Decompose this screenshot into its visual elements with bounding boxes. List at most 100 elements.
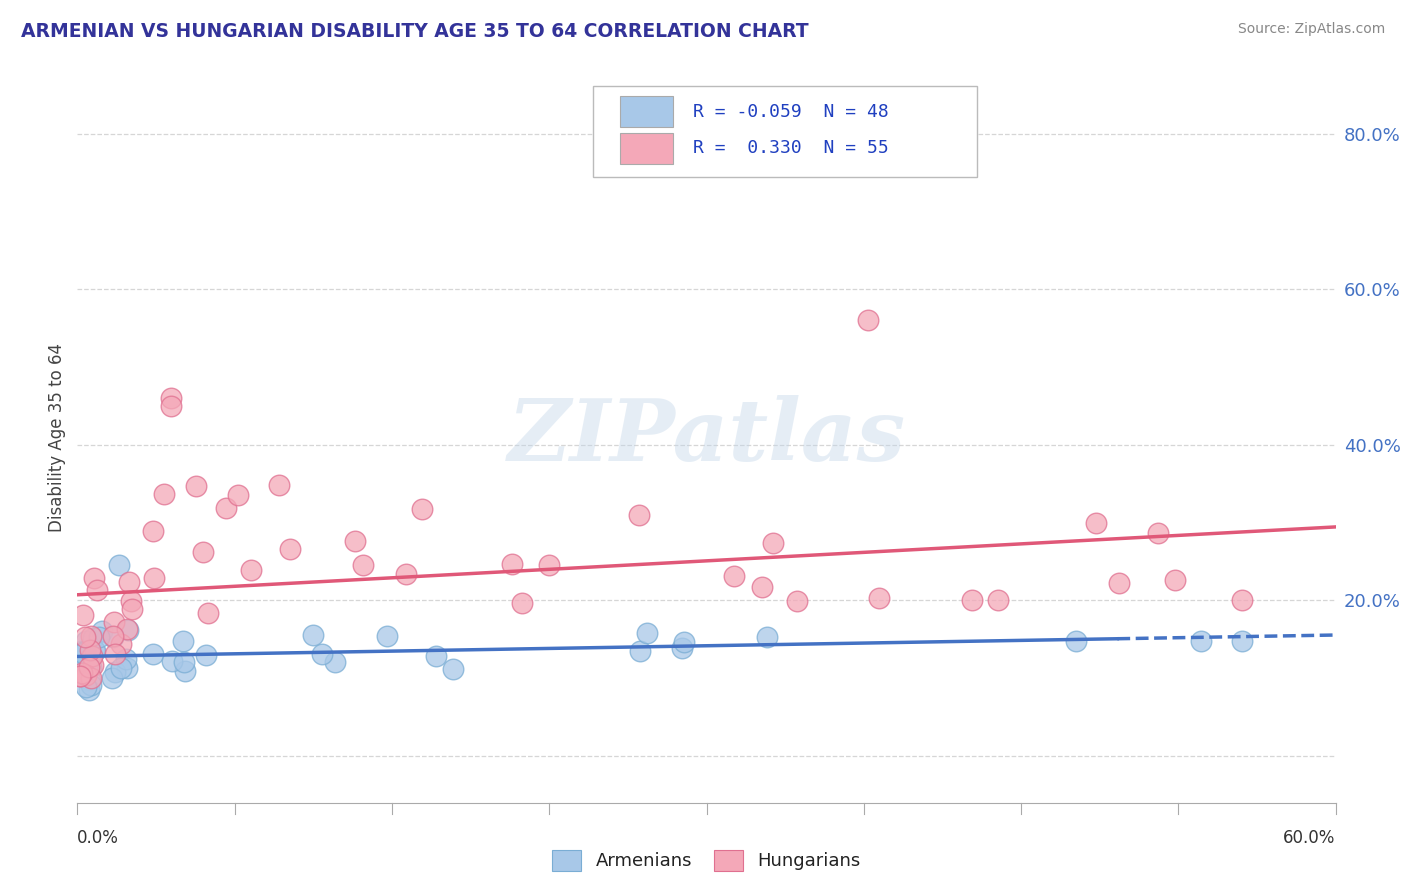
Text: 0.0%: 0.0%: [77, 829, 120, 847]
Point: [108, 558, 131, 573]
Point: [70, 666, 93, 681]
Point: [215, 501, 238, 516]
Point: [184, 479, 207, 493]
Point: [103, 615, 125, 629]
Point: [82, 658, 104, 673]
Point: [323, 655, 346, 669]
Point: [69, 648, 91, 663]
Point: [1064, 634, 1087, 648]
Point: [103, 629, 125, 643]
Point: [79, 643, 101, 657]
Point: [1189, 634, 1212, 648]
Point: [1230, 593, 1253, 607]
Y-axis label: Disability Age 35 to 64: Disability Age 35 to 64: [48, 343, 66, 532]
Point: [120, 593, 142, 607]
Point: [69, 669, 91, 683]
Point: [115, 661, 138, 675]
Point: [115, 651, 138, 665]
Point: [77, 659, 100, 673]
Point: [197, 606, 219, 620]
Point: [80, 660, 103, 674]
Point: [142, 571, 165, 585]
Point: [104, 647, 127, 661]
Point: [395, 567, 418, 582]
Point: [117, 623, 139, 637]
Point: [83, 644, 105, 658]
Point: [79, 682, 101, 697]
Point: [352, 558, 374, 572]
Text: R = -0.059  N = 48: R = -0.059 N = 48: [693, 103, 889, 120]
Point: [239, 563, 262, 577]
Point: [278, 542, 301, 557]
Point: [83, 571, 105, 585]
Point: [673, 634, 696, 648]
Point: [1163, 573, 1185, 587]
Point: [80, 671, 103, 685]
Point: [411, 502, 433, 516]
Point: [755, 630, 778, 644]
FancyBboxPatch shape: [620, 133, 672, 163]
Point: [118, 574, 141, 589]
Point: [375, 629, 398, 643]
Point: [69, 644, 91, 658]
Point: [343, 533, 366, 548]
Point: [121, 602, 143, 616]
Point: [142, 647, 165, 661]
Point: [627, 508, 650, 522]
Point: [723, 569, 745, 583]
Point: [72, 608, 94, 623]
Text: Source: ZipAtlas.com: Source: ZipAtlas.com: [1237, 22, 1385, 37]
Point: [160, 399, 183, 413]
Point: [1230, 634, 1253, 648]
Point: [751, 580, 773, 594]
Point: [101, 672, 124, 686]
Point: [987, 592, 1010, 607]
Point: [76, 660, 98, 674]
Point: [301, 628, 323, 642]
Point: [425, 648, 447, 663]
Point: [82, 649, 104, 664]
Text: R =  0.330  N = 55: R = 0.330 N = 55: [693, 139, 889, 157]
Point: [86, 583, 108, 598]
Point: [628, 644, 651, 658]
Point: [75, 680, 97, 694]
Point: [83, 642, 105, 657]
Point: [104, 665, 127, 680]
Point: [80, 678, 103, 692]
Point: [501, 557, 523, 571]
Point: [671, 641, 693, 656]
Point: [226, 488, 249, 502]
Point: [160, 654, 183, 668]
Point: [73, 631, 96, 645]
Legend: Armenians, Hungarians: Armenians, Hungarians: [546, 843, 868, 878]
Point: [960, 593, 983, 607]
Point: [636, 625, 658, 640]
Point: [194, 648, 217, 662]
Point: [76, 660, 98, 674]
Point: [441, 662, 464, 676]
Point: [160, 391, 183, 405]
Point: [72, 645, 94, 659]
Point: [786, 594, 808, 608]
Text: ARMENIAN VS HUNGARIAN DISABILITY AGE 35 TO 64 CORRELATION CHART: ARMENIAN VS HUNGARIAN DISABILITY AGE 35 …: [21, 22, 808, 41]
Point: [82, 631, 104, 645]
Point: [87, 630, 110, 644]
Point: [172, 633, 194, 648]
Point: [311, 647, 333, 661]
Point: [103, 630, 125, 644]
Point: [69, 668, 91, 682]
Point: [117, 622, 139, 636]
Point: [79, 673, 101, 687]
Point: [76, 659, 98, 673]
Point: [868, 591, 890, 606]
Point: [152, 487, 174, 501]
FancyBboxPatch shape: [620, 96, 672, 127]
Point: [72, 646, 94, 660]
Point: [72, 655, 94, 669]
Point: [142, 524, 165, 538]
Point: [73, 644, 96, 658]
Text: 60.0%: 60.0%: [1284, 829, 1336, 847]
Point: [173, 655, 195, 669]
Point: [856, 313, 879, 327]
Point: [75, 668, 97, 682]
